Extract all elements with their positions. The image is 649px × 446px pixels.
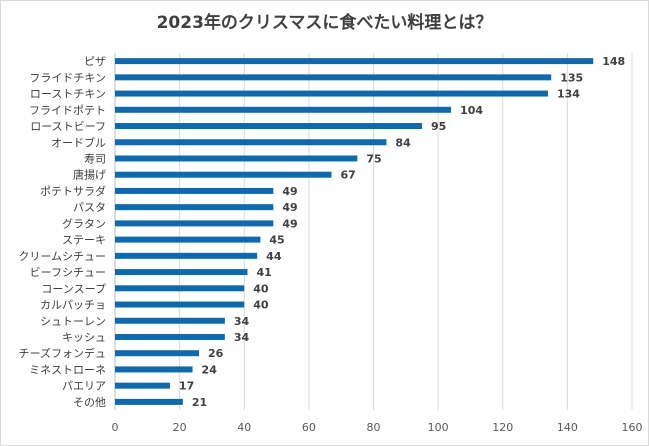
category-label: ステーキ bbox=[62, 234, 106, 247]
x-tick-label: 100 bbox=[428, 421, 449, 434]
value-label: 17 bbox=[179, 380, 194, 393]
bar bbox=[115, 204, 274, 211]
category-label: グラタン bbox=[62, 216, 106, 230]
x-tick-label: 0 bbox=[112, 421, 119, 434]
value-label: 34 bbox=[234, 331, 250, 344]
category-label: パスタ bbox=[73, 201, 106, 214]
bar bbox=[115, 301, 245, 308]
category-label: キッシュ bbox=[62, 331, 106, 344]
x-tick-label: 40 bbox=[237, 421, 251, 434]
bar bbox=[115, 333, 225, 340]
x-tick-label: 140 bbox=[557, 421, 578, 434]
bar bbox=[115, 236, 261, 243]
value-label: 40 bbox=[253, 282, 269, 295]
value-label: 135 bbox=[560, 71, 583, 84]
bar bbox=[115, 187, 274, 194]
x-tick-label: 60 bbox=[302, 421, 316, 434]
value-label: 49 bbox=[282, 217, 297, 230]
category-label: ミネストローネ bbox=[29, 363, 106, 376]
bar bbox=[115, 366, 193, 373]
bar bbox=[115, 123, 422, 130]
x-tick-label: 120 bbox=[492, 421, 513, 434]
value-label: 67 bbox=[340, 169, 355, 182]
bar bbox=[115, 139, 387, 146]
category-label: 唐揚げ bbox=[73, 168, 106, 182]
value-label: 49 bbox=[282, 185, 297, 198]
bar bbox=[115, 74, 552, 81]
category-label: フライドポテト bbox=[29, 104, 106, 117]
bar bbox=[115, 155, 358, 162]
category-label: ポテトサラダ bbox=[40, 184, 106, 198]
bar bbox=[115, 350, 200, 357]
bar bbox=[115, 90, 548, 97]
category-label: パエリア bbox=[62, 380, 106, 393]
chart-title: 2023年のクリスマスに食べたい料理とは？ bbox=[156, 13, 493, 33]
bar bbox=[115, 285, 245, 292]
category-label: ビーフシチュー bbox=[30, 266, 106, 279]
value-label: 40 bbox=[253, 299, 269, 312]
category-label: ローストチキン bbox=[30, 88, 106, 101]
value-label: 84 bbox=[395, 136, 411, 149]
category-label: ピザ bbox=[84, 55, 106, 68]
bar bbox=[115, 382, 170, 389]
value-label: 49 bbox=[282, 201, 297, 214]
value-label: 34 bbox=[234, 315, 250, 328]
category-label: 寿司 bbox=[84, 151, 106, 165]
category-label: カルパッチョ bbox=[40, 299, 106, 312]
bar bbox=[115, 171, 332, 178]
bar bbox=[115, 106, 452, 113]
value-label: 26 bbox=[208, 347, 224, 360]
bar bbox=[115, 398, 183, 405]
category-label: シュトーレン bbox=[40, 315, 106, 328]
category-label: クリームシチュー bbox=[18, 250, 106, 263]
value-label: 41 bbox=[256, 266, 271, 279]
category-label: ローストビーフ bbox=[30, 120, 106, 133]
value-label: 44 bbox=[266, 250, 282, 263]
value-label: 45 bbox=[269, 234, 284, 247]
value-label: 24 bbox=[202, 363, 218, 376]
x-tick-label: 160 bbox=[622, 421, 643, 434]
bar bbox=[115, 269, 248, 276]
category-label: チーズフォンデュ bbox=[19, 346, 106, 360]
value-label: 95 bbox=[431, 120, 446, 133]
value-label: 21 bbox=[192, 396, 207, 409]
category-label: フライドチキン bbox=[29, 71, 106, 84]
value-label: 134 bbox=[557, 88, 580, 101]
bar bbox=[115, 58, 594, 65]
x-tick-label: 80 bbox=[367, 421, 381, 434]
bar bbox=[115, 220, 274, 227]
category-label: その他 bbox=[73, 396, 106, 409]
category-label: コーンスープ bbox=[41, 282, 106, 295]
value-label: 148 bbox=[602, 55, 625, 68]
category-label: オードブル bbox=[51, 135, 106, 149]
value-label: 75 bbox=[366, 152, 381, 165]
bar bbox=[115, 317, 225, 324]
bar bbox=[115, 252, 258, 259]
x-tick-label: 20 bbox=[173, 421, 187, 434]
value-label: 104 bbox=[460, 104, 483, 117]
